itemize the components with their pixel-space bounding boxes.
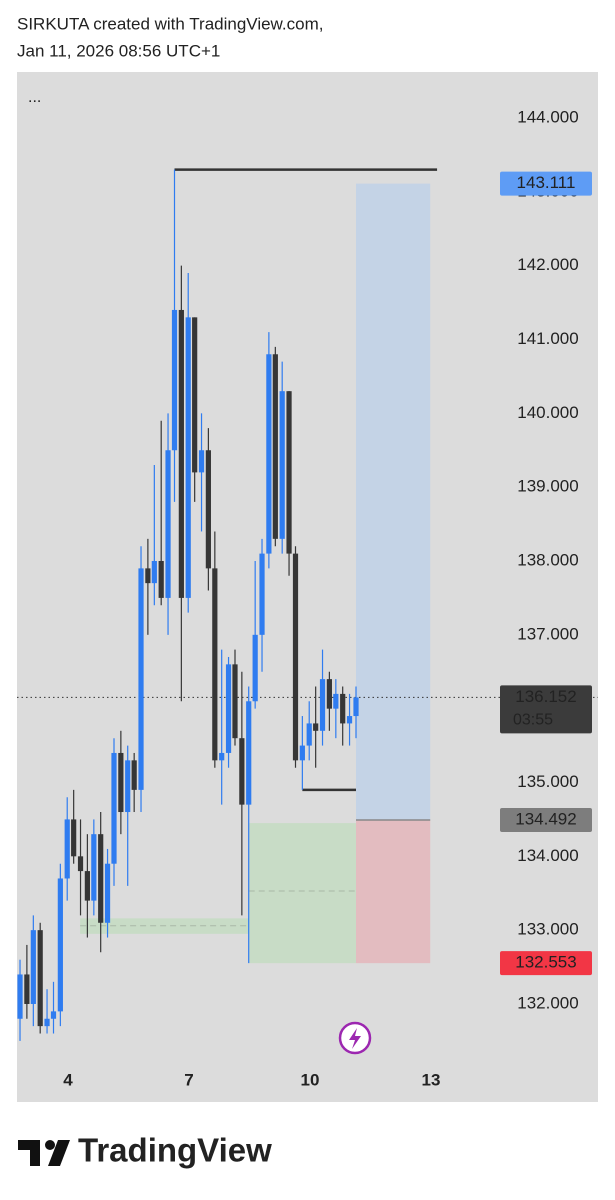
candle-body (205, 450, 211, 569)
y-tick-label: 135.000 (517, 772, 578, 791)
candle-body (333, 693, 339, 709)
candle-body (77, 856, 84, 872)
candle-body (125, 760, 131, 813)
candle-body (272, 354, 278, 539)
x-tick-label: 7 (184, 1070, 193, 1089)
candle-body (185, 317, 191, 598)
footer-logo: TradingView (78, 1132, 272, 1169)
candle-body (165, 450, 171, 598)
candle-body (259, 553, 265, 635)
menu[interactable]: ... (28, 89, 41, 106)
price-tag (500, 807, 592, 832)
header-line: Jan 11, 2026 08:56 UTC+1 (17, 41, 220, 60)
candle-body (64, 819, 70, 879)
y-tick-label: 139.000 (517, 477, 578, 496)
candle-body (306, 723, 312, 746)
candle-body (50, 1011, 57, 1019)
candle-body (319, 679, 326, 731)
candle-body (192, 317, 198, 473)
candle-body (266, 354, 272, 554)
candle-body (212, 568, 218, 761)
candle-body (292, 553, 299, 761)
candle-body (239, 738, 245, 805)
price-tag (500, 685, 592, 734)
candle-body (299, 745, 305, 761)
candle-body (151, 560, 157, 584)
candle-body (111, 752, 117, 864)
y-tick-label: 134.000 (517, 846, 578, 865)
candle-body (17, 974, 23, 1019)
candle-body (232, 664, 238, 739)
candle-body (24, 974, 30, 1004)
candle-body (279, 391, 285, 539)
candle-body (30, 930, 36, 1004)
candle-body (71, 819, 77, 857)
lightning (349, 1028, 361, 1049)
candle-body (98, 834, 104, 923)
candle-body (37, 930, 43, 1027)
candle-body (171, 309, 178, 451)
candle-body (246, 701, 252, 805)
zone (248, 823, 357, 964)
logo-part (45, 1140, 55, 1150)
x-tick-label: 10 (301, 1070, 320, 1089)
y-tick-label: 138.000 (517, 550, 578, 569)
y-tick-label: 142.000 (517, 255, 578, 274)
position-target (356, 183, 431, 820)
candle-body (84, 871, 90, 901)
candle-body (353, 697, 359, 717)
candle-body (252, 634, 258, 702)
candle-body (326, 679, 332, 709)
candle-body (346, 716, 353, 724)
y-tick-label: 141.000 (517, 329, 578, 348)
y-tick-label: 140.000 (517, 403, 578, 422)
candle-body (145, 568, 151, 584)
candle-body (178, 309, 184, 598)
candle-body (104, 863, 111, 923)
price-tag-label: 134.492 (515, 809, 576, 828)
position-stop (356, 819, 431, 964)
logo-part (30, 1140, 40, 1166)
logo-icon (18, 1140, 70, 1166)
logo-part (18, 1140, 40, 1150)
logo-part (48, 1140, 70, 1166)
candle-body (131, 760, 137, 790)
price-tag-label: 132.553 (515, 953, 576, 972)
candle-body (219, 752, 225, 761)
x-tick-label: 4 (63, 1070, 73, 1089)
price-tag-label: 136.152 (515, 687, 576, 706)
candle-body (44, 1018, 50, 1027)
candle-body (118, 752, 124, 813)
candle-body (340, 693, 346, 724)
candle-body (138, 568, 144, 790)
y-tick-label: 133.000 (517, 920, 578, 939)
price-tag (500, 951, 592, 976)
candle-body (57, 878, 63, 1012)
candle-body (91, 834, 97, 901)
y-tick-label: 132.000 (517, 993, 578, 1012)
x-tick-label: 13 (422, 1070, 441, 1089)
plot: 132.000133.000134.000135.000136.000137.0… (17, 107, 598, 1089)
y-tick-label: 137.000 (517, 624, 578, 643)
candle-body (286, 391, 292, 554)
price-tag (500, 171, 592, 196)
candle-body (313, 723, 319, 731)
y-tick-label: 144.000 (517, 107, 578, 126)
candle-body (198, 450, 205, 473)
candle-body (158, 560, 164, 598)
candle-body (225, 664, 232, 753)
price-tag-label: 143.111 (517, 173, 576, 192)
header-line: SIRKUTA created with TradingView.com, (17, 14, 323, 33)
countdown: 03:55 (513, 712, 553, 729)
